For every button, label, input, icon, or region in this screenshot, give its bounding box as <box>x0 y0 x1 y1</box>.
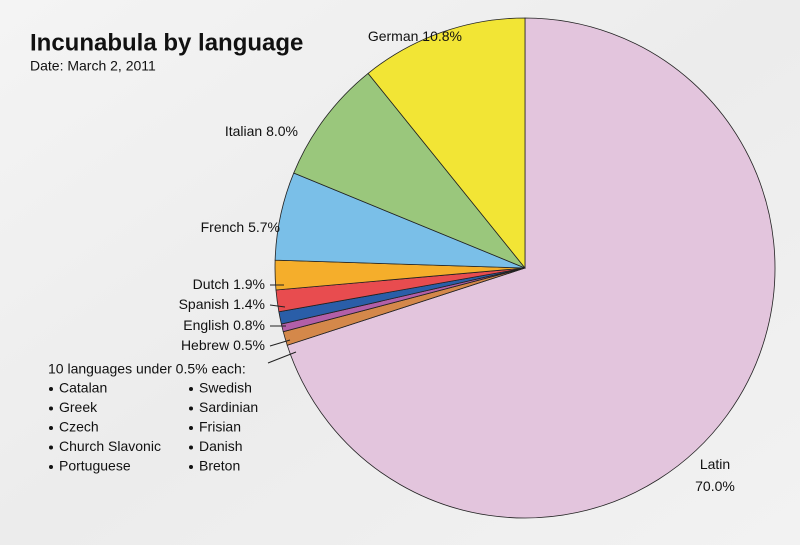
chart-title: Incunabula by language <box>30 29 303 56</box>
other-language: Sardinian <box>199 399 258 415</box>
other-language: Catalan <box>59 380 107 396</box>
labels: Latin 70.0%Hebrew 0.5%English 0.8%Spanish… <box>48 28 735 494</box>
chart-subtitle: Date: March 2, 2011 <box>30 58 156 74</box>
slice-category: English <box>183 317 229 333</box>
other-heading: 10 languages under 0.5% each: <box>48 361 246 377</box>
slice-category: Spanish <box>179 296 230 312</box>
bullet <box>49 445 53 450</box>
slice-value: 1.4% <box>233 296 265 312</box>
slice-category: German <box>368 28 419 44</box>
slice-value: 8.0% <box>266 123 298 139</box>
other-language: Frisian <box>199 419 241 435</box>
slice-category: Italian <box>225 123 262 139</box>
slice-label: German 10.8% <box>368 28 462 44</box>
other-language: Portuguese <box>59 458 131 474</box>
slice-label: English 0.8% <box>183 317 265 333</box>
bullet <box>189 387 193 391</box>
pie-slice <box>293 72 526 269</box>
bullet <box>49 406 53 411</box>
pie-slice <box>367 17 526 270</box>
bullet <box>189 426 193 430</box>
slice-category: French <box>201 219 245 235</box>
slice-value: 10.8% <box>422 28 462 44</box>
slice-category: Latin <box>700 456 730 472</box>
slice-value: 70.0% <box>695 478 735 494</box>
slice-label: French 5.7% <box>201 219 280 235</box>
bullet <box>189 465 193 469</box>
slice-label: Italian 8.0% <box>225 123 298 139</box>
slice-category: Dutch <box>193 276 230 292</box>
pie-slice <box>286 17 776 519</box>
leader-line <box>269 339 291 347</box>
slice-category: Hebrew <box>181 337 230 353</box>
other-language: Swedish <box>199 380 252 396</box>
other-language: Breton <box>199 458 240 474</box>
bullet <box>49 426 53 430</box>
slice-label: Hebrew 0.5% <box>181 337 265 353</box>
slice-value: 1.9% <box>233 276 265 292</box>
slice-label: Latin 70.0% <box>695 456 735 494</box>
other-language: Czech <box>59 419 99 435</box>
bullet <box>49 387 53 391</box>
bullet <box>189 406 193 411</box>
other-language: Church Slavonic <box>59 438 161 454</box>
bullet <box>49 465 53 469</box>
slice-value: 0.5% <box>233 337 265 353</box>
bullet <box>189 445 193 450</box>
slice-value: 5.7% <box>248 219 280 235</box>
slice-value: 0.8% <box>233 317 265 333</box>
other-language: Danish <box>199 438 243 454</box>
leader-line <box>267 351 297 364</box>
pie <box>274 17 776 519</box>
leader-line <box>269 304 286 308</box>
other-language: Greek <box>59 399 98 415</box>
slice-label: Spanish 1.4% <box>179 296 265 312</box>
slice-label: Dutch 1.9% <box>193 276 265 292</box>
